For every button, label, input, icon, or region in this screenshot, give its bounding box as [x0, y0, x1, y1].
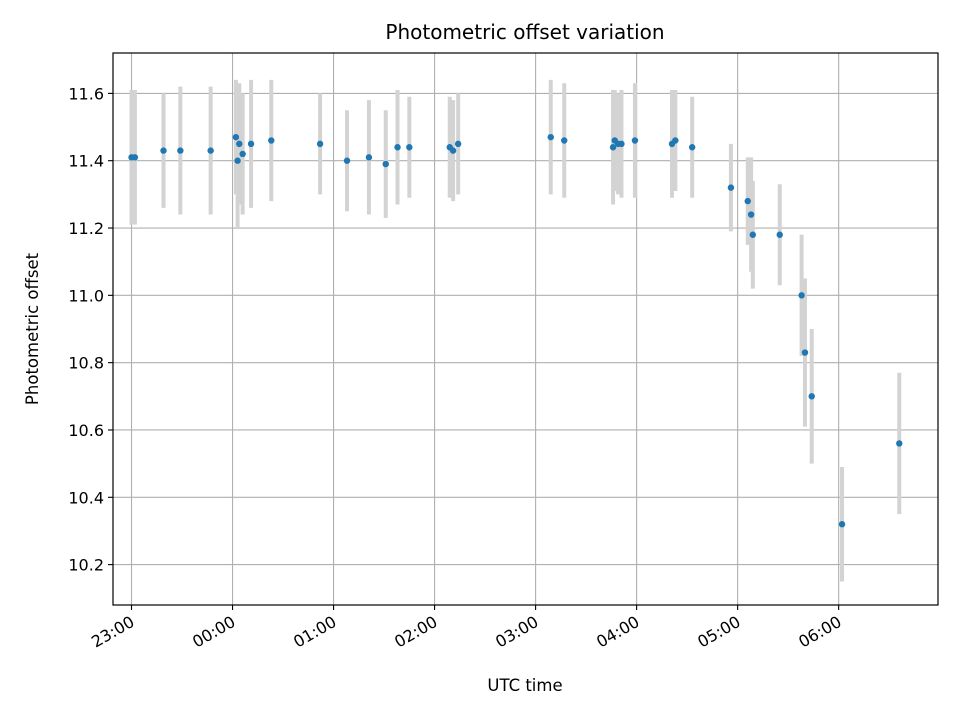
data-point — [406, 144, 413, 151]
x-tick-label: 00:00 — [189, 612, 238, 652]
data-point — [207, 147, 214, 154]
data-point — [896, 440, 903, 447]
x-tick-label: 03:00 — [492, 612, 541, 652]
error-bars — [129, 79, 902, 582]
y-tick-label: 11.4 — [68, 152, 104, 171]
data-point — [838, 521, 846, 528]
data-point — [343, 157, 351, 164]
data-point — [268, 137, 275, 144]
x-tick-label: 04:00 — [593, 612, 642, 652]
data-point — [247, 140, 255, 148]
x-tick-label: 06:00 — [795, 612, 844, 652]
data-point — [449, 147, 457, 154]
data-point — [382, 160, 389, 168]
data-point — [547, 133, 554, 141]
data-point — [232, 133, 240, 141]
data-point — [239, 150, 246, 158]
y-tick-label: 10.4 — [68, 488, 104, 507]
data-point — [618, 140, 625, 148]
data-point — [801, 349, 809, 356]
x-axis-ticks: 23:00 00:00 01:00 02:00 03:00 04:00 05:00 06:00 — [88, 605, 845, 652]
data-point — [236, 140, 243, 148]
y-tick-label: 10.8 — [68, 354, 104, 373]
data-point — [561, 137, 568, 144]
data-point — [365, 154, 373, 161]
data-point — [160, 147, 167, 154]
x-tick-label: 02:00 — [391, 612, 440, 652]
y-tick-label: 10.6 — [68, 421, 104, 440]
data-point — [234, 157, 241, 164]
x-tick-label: 23:00 — [88, 612, 137, 652]
y-axis-ticks: 10.2 10.4 10.6 10.8 11.0 11.2 11.4 11.6 — [68, 84, 113, 575]
data-point — [131, 154, 139, 161]
data-point — [316, 140, 324, 148]
data-point — [688, 144, 696, 151]
data-point — [747, 211, 755, 218]
data-point — [744, 197, 751, 205]
y-axis-title: Photometric offset — [23, 252, 42, 405]
data-points — [128, 133, 903, 528]
plot-area-frame — [112, 52, 939, 606]
data-point — [776, 231, 783, 238]
y-tick-label: 10.2 — [68, 556, 104, 575]
data-point — [808, 393, 815, 400]
data-point — [631, 137, 639, 144]
data-point — [798, 292, 805, 299]
data-point — [394, 144, 401, 151]
data-point — [749, 231, 756, 238]
x-tick-label: 01:00 — [290, 612, 339, 652]
x-axis-title: UTC time — [487, 676, 562, 695]
data-point — [609, 144, 617, 151]
data-point — [454, 140, 462, 148]
y-tick-label: 11.6 — [68, 84, 104, 103]
data-point — [727, 184, 735, 191]
y-tick-label: 11.2 — [68, 219, 104, 238]
x-tick-label: 05:00 — [694, 612, 743, 652]
chart-title: Photometric offset variation — [385, 20, 664, 44]
data-point — [672, 137, 679, 144]
data-point — [177, 147, 184, 154]
y-tick-label: 11.0 — [68, 286, 104, 305]
